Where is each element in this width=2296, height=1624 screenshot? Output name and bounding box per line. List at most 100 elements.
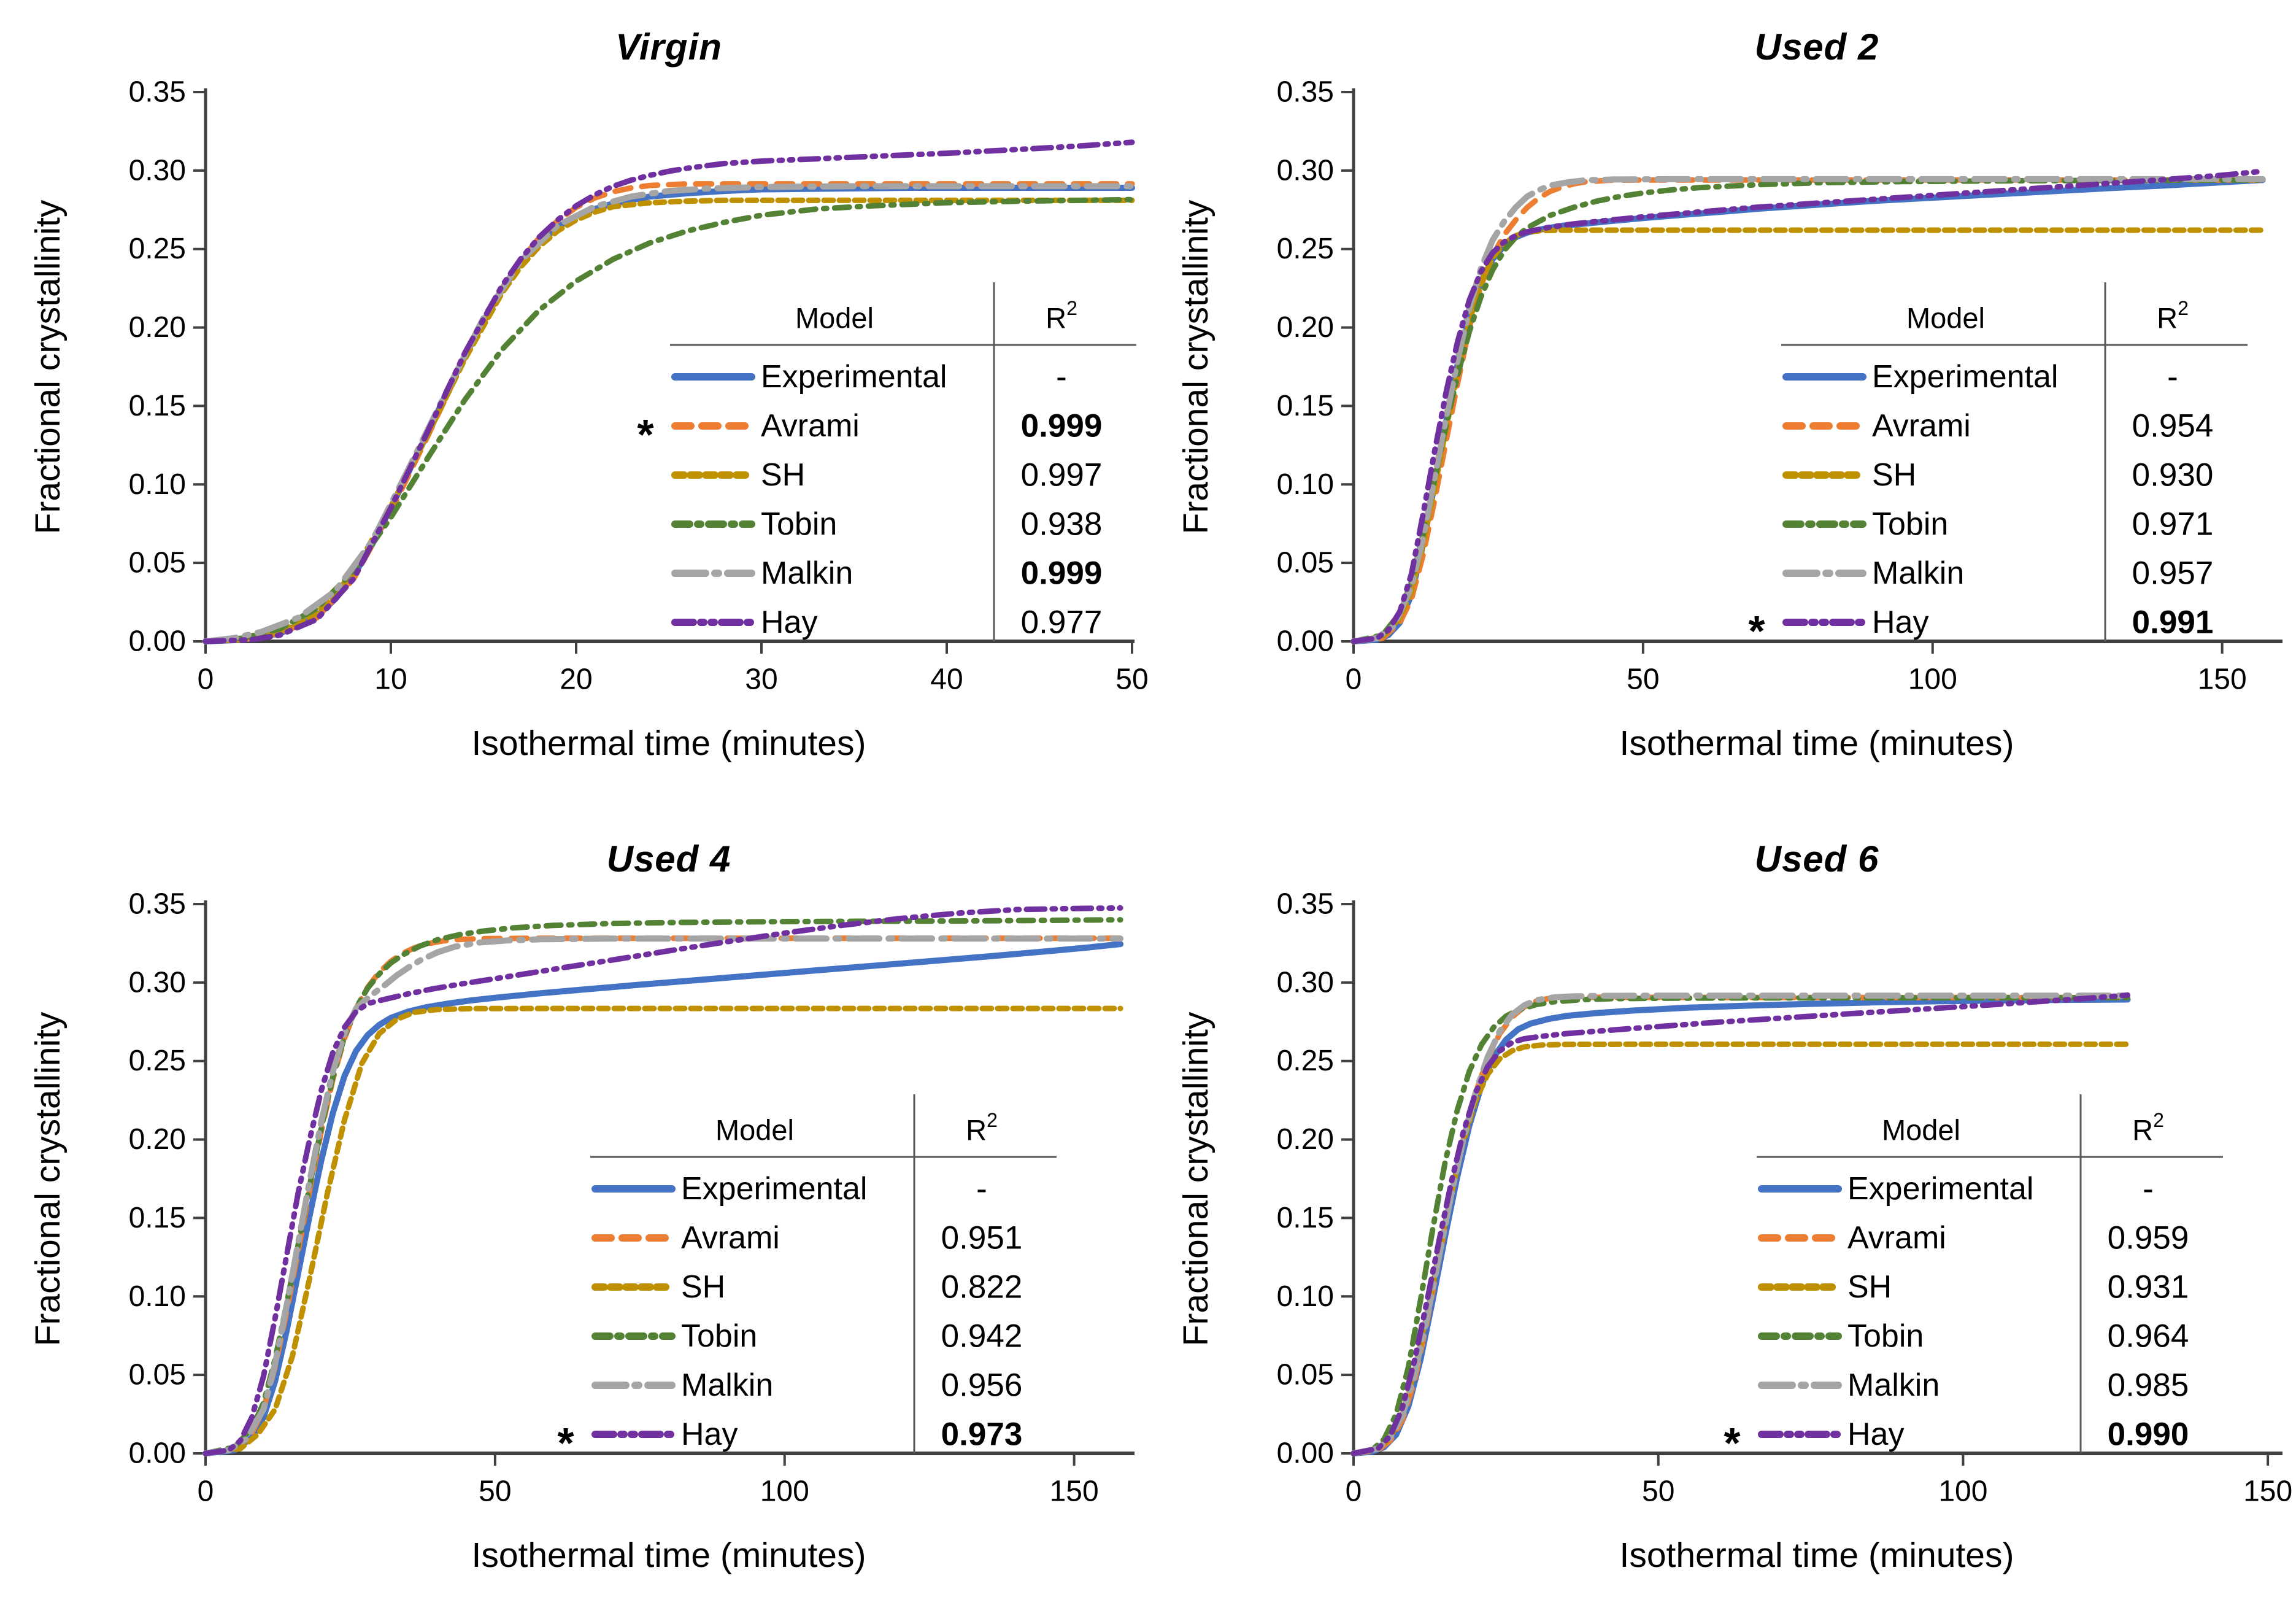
y-tick-label: 0.05 [1277,1359,1334,1391]
legend-r2-value: 0.951 [941,1220,1023,1256]
legend-table: Model R2 Experimental - Avrami 0.954 SH 0.930 To… [1748,282,2248,655]
best-fit-star: * [637,411,654,458]
legend-model-label: Malkin [1847,1367,1940,1403]
series-hay [1350,168,2266,644]
series-avrami [1350,177,2266,644]
y-tick-label: 0.20 [129,1123,186,1156]
legend-r2-value: 0.973 [941,1417,1023,1453]
chart-title: Virgin [615,26,722,68]
y-tick-label: 0.10 [129,1280,186,1313]
x-tick-label: 150 [2198,663,2247,696]
legend-r2-value: - [2143,1171,2154,1207]
x-tick-label: 50 [479,1475,511,1508]
legend-r2-value: 0.999 [1021,408,1103,444]
x-tick-label: 150 [1050,1475,1099,1508]
y-tick-label: 0.30 [1277,966,1334,999]
y-tick-label: 0.05 [129,1359,186,1391]
legend-model-label: Malkin [1872,555,1964,591]
plot-area-used-2: 0.00 0.05 0.10 0.15 0.20 0.25 0.30 0.35 0 50 100 15… [1277,76,2283,696]
y-tick-label: 0.05 [1277,547,1334,579]
legend-header-r2: R2 [2157,297,2189,334]
plot-area-virgin: 0.00 0.05 0.10 0.15 0.20 0.25 0.30 0.35 0 10 20 30 4… [129,76,1148,696]
y-tick-label: 0.00 [1277,625,1334,658]
chart-title: Used 4 [606,838,731,880]
legend-r2-value: 0.956 [941,1367,1023,1404]
x-tick-label: 50 [1627,663,1659,696]
y-tick-label: 0.00 [129,625,186,658]
y-tick-label: 0.15 [129,1202,186,1234]
x-tick-label: 50 [1115,663,1148,696]
legend-r2-value: - [2167,359,2178,395]
legend-model-label: Avrami [761,408,860,444]
x-axis-title: Isothermal time (minutes) [471,1536,866,1575]
y-tick-label: 0.25 [129,1045,186,1077]
plot-area-used-4: 0.00 0.05 0.10 0.15 0.20 0.25 0.30 0.35 0 50 100 15… [129,888,1135,1508]
x-tick-label: 30 [745,663,777,696]
legend-table: Model R2 Experimental - * Avrami 0.999 SH 0.997 T… [637,282,1136,641]
y-tick-label: 0.25 [1277,1045,1334,1077]
y-tick-label: 0.00 [129,1437,186,1470]
legend-model-label: Experimental [1847,1171,2033,1207]
legend-r2-value: 0.985 [2108,1367,2189,1404]
x-tick-label: 0 [198,663,214,696]
legend-r2-value: 0.997 [1021,457,1103,493]
x-axis-title: Isothermal time (minutes) [1619,1536,2014,1575]
x-tick-label: 0 [1346,1475,1362,1508]
x-axis-title: Isothermal time (minutes) [471,724,866,763]
chart-title: Used 6 [1754,838,1879,880]
x-tick-label: 20 [560,663,592,696]
legend-model-label: Malkin [681,1367,773,1403]
y-tick-label: 0.00 [1277,1437,1334,1470]
legend-model-label: Hay [1872,605,1928,640]
legend-model-label: Experimental [681,1171,867,1207]
legend-r2-value: - [976,1171,987,1207]
y-tick-label: 0.15 [1277,1202,1334,1234]
y-tick-label: 0.30 [129,154,186,187]
series-sh [202,1005,1123,1456]
legend-table: Model R2 Experimental - Avrami 0.959 SH 0.931 To… [1724,1094,2223,1467]
legend-header-model: Model [795,302,874,334]
series-tobin [202,917,1123,1456]
x-tick-label: 150 [2243,1475,2292,1508]
chart-used-6: Used 6 Fractional crystallinity Isotherm… [1148,812,2296,1624]
legend-model-label: Hay [1847,1417,1904,1452]
series-malkin [1350,176,2266,644]
x-tick-label: 100 [1908,663,1957,696]
legend-model-label: Experimental [1872,359,2058,395]
legend-header-model: Model [1882,1114,1960,1146]
legend-r2-value: 0.822 [941,1269,1023,1305]
y-tick-label: 0.35 [1277,76,1334,109]
legend-model-label: Tobin [1847,1318,1924,1354]
legend-r2-value: 0.930 [2132,457,2214,493]
y-tick-label: 0.30 [129,966,186,999]
series-malkin [202,935,1124,1456]
y-tick-label: 0.25 [1277,233,1334,265]
legend-r2-value: 0.971 [2132,506,2214,543]
y-tick-label: 0.35 [129,888,186,921]
legend-r2-value: 0.999 [1021,555,1103,592]
y-tick-label: 0.10 [129,468,186,501]
best-fit-star: * [1748,607,1765,655]
series-hay [202,139,1135,644]
x-tick-label: 10 [374,663,407,696]
legend-model-label: SH [681,1269,725,1305]
x-tick-label: 0 [198,1475,214,1508]
best-fit-star: * [557,1419,574,1467]
y-tick-label: 0.20 [129,311,186,344]
legend-model-label: SH [761,457,805,493]
series-hay [202,905,1123,1456]
legend-model-label: Avrami [1872,408,1971,444]
legend-header-model: Model [1906,302,1985,334]
x-tick-label: 40 [930,663,963,696]
legend-r2-value: 0.957 [2132,555,2214,592]
chart-virgin: Virgin Fractional crystallinity Isotherm… [0,0,1148,812]
legend-r2-value: - [1056,359,1067,395]
legend-model-label: SH [1847,1269,1892,1305]
chart-used-2: Used 2 Fractional crystallinity Isotherm… [1148,0,2296,812]
chart-title: Used 2 [1754,26,1879,68]
legend-r2-value: 0.959 [2108,1220,2189,1256]
y-tick-label: 0.30 [1277,154,1334,187]
y-tick-label: 0.20 [1277,1123,1334,1156]
y-tick-label: 0.15 [1277,390,1334,422]
legend-r2-value: 0.954 [2132,408,2214,444]
